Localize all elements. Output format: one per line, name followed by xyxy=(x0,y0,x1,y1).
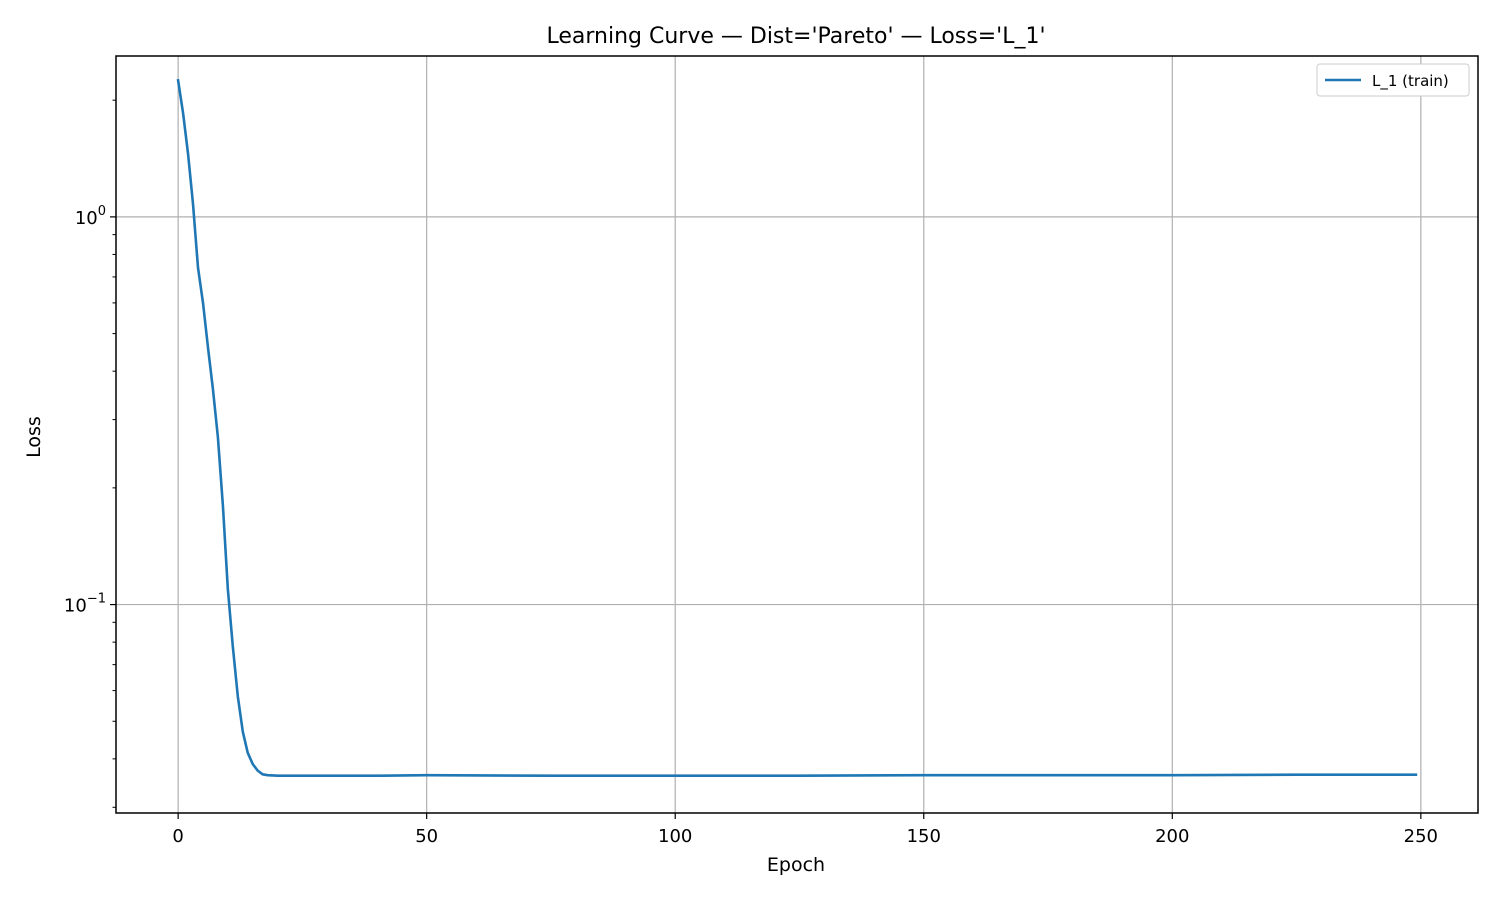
chart-title: Learning Curve — Dist='Pareto' — Loss='L… xyxy=(546,24,1045,49)
series-line xyxy=(176,78,1418,777)
x-tick-label: 250 xyxy=(1404,826,1438,847)
y-axis-label: Loss xyxy=(23,416,45,458)
x-tick-label: 100 xyxy=(658,826,692,847)
y-tick-label: 100 xyxy=(75,204,106,229)
grid xyxy=(116,56,1478,813)
series-group xyxy=(176,78,1418,777)
x-tick-label: 0 xyxy=(172,826,183,847)
x-axis-label: Epoch xyxy=(767,854,825,876)
legend: L_1 (train) xyxy=(1316,63,1470,97)
y-tick-label: 10−1 xyxy=(64,592,106,617)
x-tick-label: 200 xyxy=(1155,826,1189,847)
legend-box xyxy=(1316,63,1470,97)
axis-ticks: 0 50 100 150 200 250 100 10−1 xyxy=(64,99,1438,847)
x-tick-label: 50 xyxy=(415,826,438,847)
plot-frame xyxy=(115,55,1479,814)
x-tick-label: 150 xyxy=(907,826,941,847)
legend-label: L_1 (train) xyxy=(1372,72,1449,91)
